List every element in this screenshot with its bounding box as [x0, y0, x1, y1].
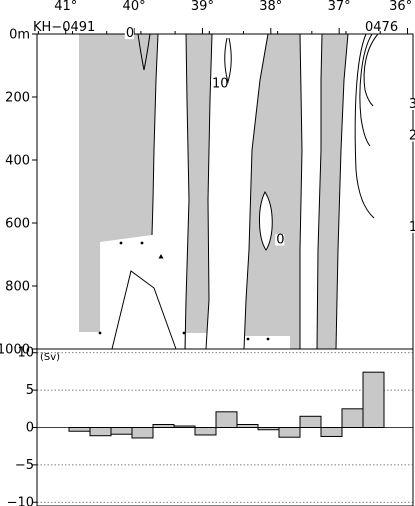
contour-label: 10	[212, 77, 229, 92]
contour-labels: 0 10 30 20 0 10	[124, 26, 415, 247]
transport-bar	[341, 408, 364, 428]
shaded-regions	[79, 34, 348, 349]
depth-axis-tick-label: 1000	[0, 343, 30, 358]
contour-label-background	[407, 130, 415, 142]
contour-label: 0	[276, 232, 284, 247]
triangle-marker	[158, 254, 164, 259]
sample-dot	[266, 337, 270, 341]
contour-line-39-west	[184, 33, 190, 350]
transport-axis: 10 5 0 −5 −10	[7, 346, 38, 506]
contour-label-background	[124, 28, 134, 40]
shaded-region-39	[185, 34, 212, 349]
transport-bar	[215, 411, 238, 428]
top-axis-tick-label: 37°	[328, 0, 351, 14]
contour-line-10-upper	[224, 37, 232, 84]
transport-bar	[362, 371, 385, 428]
contour-line-37-east	[335, 33, 349, 350]
contour-line-38-west	[243, 33, 269, 350]
contour-line-20	[359, 33, 373, 147]
depth-axis-tick-label: 600	[5, 217, 30, 232]
depth-axis-tick-label: 0m	[9, 28, 30, 43]
sample-dot	[140, 241, 144, 245]
transport-bar	[89, 427, 112, 437]
top-axis-tick-label: 39°	[191, 0, 214, 14]
transport-plot: (Sv) 10 5 0 −5 −10	[7, 346, 414, 506]
seamount-outline	[111, 270, 177, 350]
top-axis-tick-label: 36° N	[389, 0, 415, 14]
shaded-region-38	[244, 34, 302, 349]
contour-line-38-east	[299, 33, 303, 349]
contour-label: 0	[126, 26, 134, 41]
contour-line-39-east	[205, 33, 213, 350]
station-right-label: 0476	[365, 20, 398, 35]
station-left-label: KH−0491	[33, 20, 95, 35]
transport-bar	[299, 415, 322, 428]
contour-label-background	[407, 99, 415, 111]
contour-line-10-east	[354, 33, 375, 219]
transport-bar	[131, 427, 154, 439]
transport-bar	[236, 424, 259, 428]
contour-line-west-edge	[151, 33, 159, 236]
bottom-cutout-39	[186, 333, 207, 349]
contour-line-0-40deg	[137, 33, 151, 71]
contour-line-30	[363, 33, 379, 107]
sample-dot	[119, 241, 123, 245]
transport-bar	[194, 427, 217, 436]
top-axis: 41° 40° 39° 38° 37° 36° N	[37, 0, 415, 35]
contour-lines	[137, 33, 379, 350]
transport-axis-tick-label: 5	[26, 383, 34, 398]
top-axis-tick-label: 40°	[123, 0, 146, 14]
contour-line-37-west	[316, 33, 323, 350]
contour-label: 10	[409, 220, 415, 235]
sample-dots	[98, 241, 270, 341]
contour-label: 30	[409, 97, 415, 112]
transport-bar	[278, 427, 301, 438]
transport-axis-tick-label: 0	[26, 421, 34, 436]
depth-axis-tick-label: 800	[5, 280, 30, 295]
shaded-region-37	[317, 34, 348, 349]
depth-axis-tick-label: 200	[5, 91, 30, 106]
transport-bar	[320, 427, 343, 437]
contour-label: 20	[409, 129, 415, 144]
bottom-cutouts	[186, 333, 290, 350]
contour-label-background	[211, 78, 228, 90]
y-axis-unit-label: (Sv)	[40, 352, 60, 363]
sample-dot	[98, 331, 102, 335]
transport-bar	[68, 427, 91, 432]
transport-bars	[37, 371, 413, 439]
depth-axis: 0m 200 400 600 800 1000	[0, 28, 37, 358]
shaded-region-west	[79, 34, 158, 332]
bottom-cutout-38	[244, 336, 290, 350]
top-axis-tick-label: 38°	[259, 0, 282, 14]
sample-dot	[182, 331, 186, 335]
depth-axis-tick-label: 400	[5, 154, 30, 169]
transport-axis-tick-label: −5	[15, 458, 34, 473]
contour-label-background	[275, 234, 285, 246]
sample-dot	[246, 337, 250, 341]
contour-label-background	[407, 221, 415, 233]
zero-contour-island	[259, 190, 273, 251]
transport-axis-tick-label: −10	[7, 495, 34, 506]
section-plot: 41°40°39°38°37°36° N KH−0491 0476 0m2004…	[0, 0, 415, 358]
transport-bar	[152, 424, 175, 428]
top-axis-tick-label: 41°	[54, 0, 77, 14]
transport-bar	[110, 427, 133, 435]
transport-axis-tick-label: 10	[17, 346, 34, 361]
